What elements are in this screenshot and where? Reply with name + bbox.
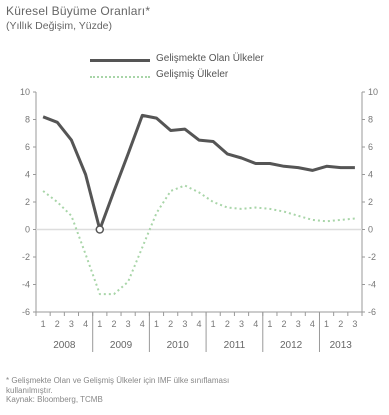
y-tick-label-left: 6 xyxy=(25,142,30,152)
x-tick-label: 1 xyxy=(211,319,216,329)
series-line-emerging xyxy=(42,113,355,231)
year-label: 2010 xyxy=(167,340,190,351)
y-tick-label-left: -2 xyxy=(22,252,30,262)
x-tick-label: 4 xyxy=(140,319,145,329)
trough-marker xyxy=(95,225,105,234)
x-tick-label: 2 xyxy=(282,319,287,329)
chart-subtitle: (Yıllık Değişim, Yüzde) xyxy=(6,20,113,32)
x-tick-label: 3 xyxy=(69,319,74,329)
y-tick-label-right: 4 xyxy=(368,170,373,180)
y-tick-label-right: 2 xyxy=(368,197,373,207)
x-tick-label: 3 xyxy=(182,319,187,329)
y-tick-label-left: 2 xyxy=(25,197,30,207)
y-tick-label-left: -6 xyxy=(22,307,30,317)
year-label: 2011 xyxy=(224,340,246,351)
year-label: 2008 xyxy=(53,340,76,351)
x-tick-label: 2 xyxy=(111,319,116,329)
note-line-3: Kaynak: Bloomberg, TCMB xyxy=(6,395,103,404)
y-tick-label-left: -4 xyxy=(22,280,30,290)
x-tick-label: 4 xyxy=(253,319,258,329)
legend-label-advanced: Gelişmiş Ülkeler xyxy=(156,69,229,80)
year-label: 2012 xyxy=(280,340,303,351)
y-tick-label-right: 6 xyxy=(368,142,373,152)
y-tick-label-right: 8 xyxy=(368,115,373,125)
y-tick-label-right: -6 xyxy=(368,307,376,317)
y-tick-label-left: 8 xyxy=(25,115,30,125)
chart-title: Küresel Büyüme Oranları* xyxy=(6,4,151,18)
y-tick-label-right: -2 xyxy=(368,252,376,262)
plot-area: 10 108 86 64 42 20 0-2 -2-4 -4-6 -61 2 3 4 1 2 3 4 1 2 3 4 1 2… xyxy=(20,87,378,352)
x-tick-label: 2 xyxy=(55,319,60,329)
year-label: 2009 xyxy=(110,340,133,351)
note-line-1: * Gelişmekte Olan ve Gelişmiş Ülkeler iç… xyxy=(6,376,230,385)
x-tick-label: 2 xyxy=(225,319,230,329)
x-tick-label: 1 xyxy=(154,319,159,329)
y-tick-label-left: 4 xyxy=(25,170,30,180)
x-tick-label: 1 xyxy=(267,319,272,329)
x-tick-label: 1 xyxy=(324,319,329,329)
x-tick-label: 3 xyxy=(352,319,357,329)
x-tick-label: 1 xyxy=(41,319,46,329)
year-label: 2013 xyxy=(330,340,353,351)
y-tick-label-left: 10 xyxy=(20,87,30,97)
legend-swatch-solid xyxy=(90,59,150,62)
legend-swatch-dotted xyxy=(90,76,150,78)
x-tick-label: 1 xyxy=(97,319,102,329)
legend-entry-advanced: Gelişmiş Ülkeler xyxy=(90,68,320,84)
y-tick-label-left: 0 xyxy=(25,225,30,235)
x-tick-label: 2 xyxy=(338,319,343,329)
y-tick-label-right: -4 xyxy=(368,280,376,290)
legend-label-emerging: Gelişmekte Olan Ülkeler xyxy=(156,53,264,64)
x-tick-label: 3 xyxy=(296,319,301,329)
chart-notes: * Gelişmekte Olan ve Gelişmiş Ülkeler iç… xyxy=(6,376,376,405)
y-tick-label-right: 10 xyxy=(368,87,378,97)
note-line-2: kullanılmıştır. xyxy=(6,385,53,395)
series-line-advanced xyxy=(42,184,355,296)
x-tick-label: 3 xyxy=(126,319,131,329)
x-tick-label: 4 xyxy=(196,319,201,329)
x-tick-label: 3 xyxy=(239,319,244,329)
x-tick-label: 4 xyxy=(83,319,88,329)
x-tick-label: 4 xyxy=(310,319,315,329)
legend: Gelişmekte Olan Ülkeler Gelişmiş Ülkeler xyxy=(90,52,320,84)
x-tick-label: 2 xyxy=(168,319,173,329)
legend-entry-emerging: Gelişmekte Olan Ülkeler xyxy=(90,52,320,68)
y-tick-label-right: 0 xyxy=(368,225,373,235)
